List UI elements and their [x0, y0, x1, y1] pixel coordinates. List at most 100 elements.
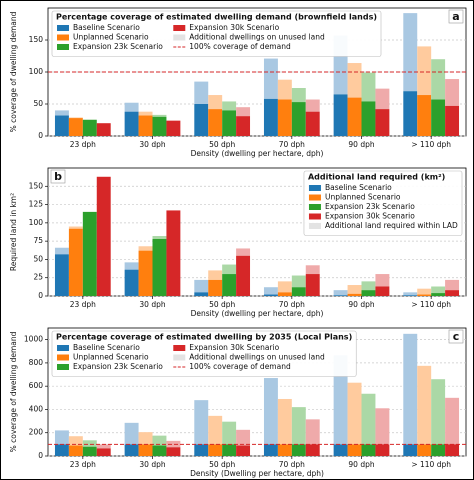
y-tick-label: 1000 — [24, 335, 43, 344]
bar — [431, 99, 446, 136]
legend-label: Additional land required within LAD — [325, 221, 458, 230]
panel: 0 200 400 600 800 1000 23 dph 30 dph 50 dph 70 dp… — [9, 327, 467, 478]
bar-extra — [152, 236, 167, 239]
bar-extra — [222, 101, 237, 111]
bar-extra — [54, 247, 69, 255]
bar — [152, 116, 167, 136]
bar-extra — [82, 440, 97, 447]
y-tick-label: 100 — [29, 218, 44, 227]
bar — [166, 120, 181, 136]
legend-swatch — [308, 213, 321, 220]
bar-extra — [208, 415, 223, 445]
legend-swatch — [308, 204, 321, 210]
bar-extra — [68, 436, 83, 446]
legend-item: Expansion 23k Scenario — [308, 202, 415, 211]
bar-extra — [236, 429, 251, 446]
bar — [361, 290, 376, 296]
bar — [277, 444, 292, 456]
x-tick-label: 30 dph — [139, 460, 165, 469]
bar — [361, 101, 376, 136]
panel: 0 25 50 75 100 125 150 23 dph 30 dph 50 dph 70 dph… — [9, 167, 467, 318]
x-tick-label: 30 dph — [139, 300, 165, 309]
y-axis-label: % coverage of dwelling demand — [9, 331, 18, 452]
x-tick-label: 70 dph — [279, 460, 305, 469]
legend-label: 100% coverage of demand — [189, 362, 291, 371]
bar — [403, 91, 418, 136]
bar — [375, 109, 390, 136]
bar — [445, 105, 460, 136]
bar — [138, 250, 153, 296]
bar-extra — [208, 95, 223, 110]
legend-title: Percentage coverage of estimated dwellin… — [56, 13, 377, 22]
bar — [82, 120, 97, 136]
bar-extra — [138, 111, 153, 116]
y-tick-label: 200 — [29, 428, 44, 437]
bar — [263, 98, 278, 136]
legend: Percentage coverage of estimated dwellin… — [51, 330, 357, 377]
x-tick-label: 23 dph — [70, 140, 96, 149]
bar — [263, 444, 278, 456]
legend: Percentage coverage of estimated dwellin… — [51, 10, 382, 57]
bar — [305, 274, 320, 296]
bar — [82, 446, 97, 456]
panel: 0 50 100 150 23 dph 30 dph 50 dph 70 dph 90 dph >… — [9, 7, 467, 158]
legend-label: Expansion 23k Scenario — [73, 42, 163, 51]
bar-extra — [277, 398, 292, 445]
bar-extra — [361, 393, 376, 445]
bar — [96, 176, 111, 296]
y-tick-label: 125 — [29, 200, 44, 209]
x-tick-label: 90 dph — [348, 460, 374, 469]
bar-extra — [347, 382, 362, 445]
y-tick-label: 0 — [38, 291, 43, 300]
y-tick-label: 0 — [38, 131, 43, 140]
legend-item: Unplanned Scenario — [57, 353, 149, 362]
bar-extra — [124, 102, 139, 112]
bar-extra — [138, 432, 153, 445]
legend-item: Baseline Scenario — [308, 183, 392, 192]
bar-extra — [263, 378, 278, 445]
bar-extra — [277, 281, 292, 293]
bar-extra — [124, 422, 139, 445]
legend-swatch — [173, 354, 186, 361]
legend-swatch — [57, 25, 69, 31]
x-tick-label: 50 dph — [209, 300, 235, 309]
bar — [431, 444, 446, 456]
bar — [361, 444, 376, 456]
panel-label: a — [452, 10, 459, 23]
x-tick-label: > 110 dph — [411, 140, 451, 149]
bar-extra — [152, 114, 167, 117]
bar — [431, 293, 446, 296]
bar — [222, 110, 237, 136]
bar — [138, 115, 153, 136]
bar — [208, 444, 223, 456]
bar — [375, 444, 390, 456]
legend-box — [51, 10, 382, 57]
legend-swatch — [173, 34, 186, 41]
bar — [96, 448, 111, 456]
legend-item: Additional dwellings on unused land — [173, 33, 325, 42]
legend-label: Expansion 30k Scenario — [189, 23, 279, 32]
bar-extra — [54, 430, 69, 445]
legend-swatch — [173, 345, 186, 351]
bar — [403, 295, 418, 296]
legend-item: Expansion 30k Scenario — [173, 23, 280, 32]
legend-label: Expansion 30k Scenario — [189, 343, 279, 352]
bar-extra — [96, 444, 111, 449]
y-tick-label: 50 — [33, 99, 43, 108]
bar — [124, 111, 139, 136]
legend-swatch — [57, 354, 69, 361]
bar-extra — [291, 407, 306, 445]
bar — [417, 294, 432, 296]
bar-extra — [166, 440, 181, 448]
legend-swatch — [308, 194, 321, 201]
x-axis-label: Density (Dwelling per hectare, dph) — [190, 469, 324, 478]
bar-extra — [68, 117, 83, 119]
panel-label-box — [448, 329, 464, 344]
bar-extra — [222, 264, 237, 275]
bar-extra — [347, 285, 362, 294]
bar — [236, 255, 251, 296]
bar-extra — [277, 79, 292, 100]
bar — [291, 287, 306, 296]
bar — [222, 274, 237, 296]
